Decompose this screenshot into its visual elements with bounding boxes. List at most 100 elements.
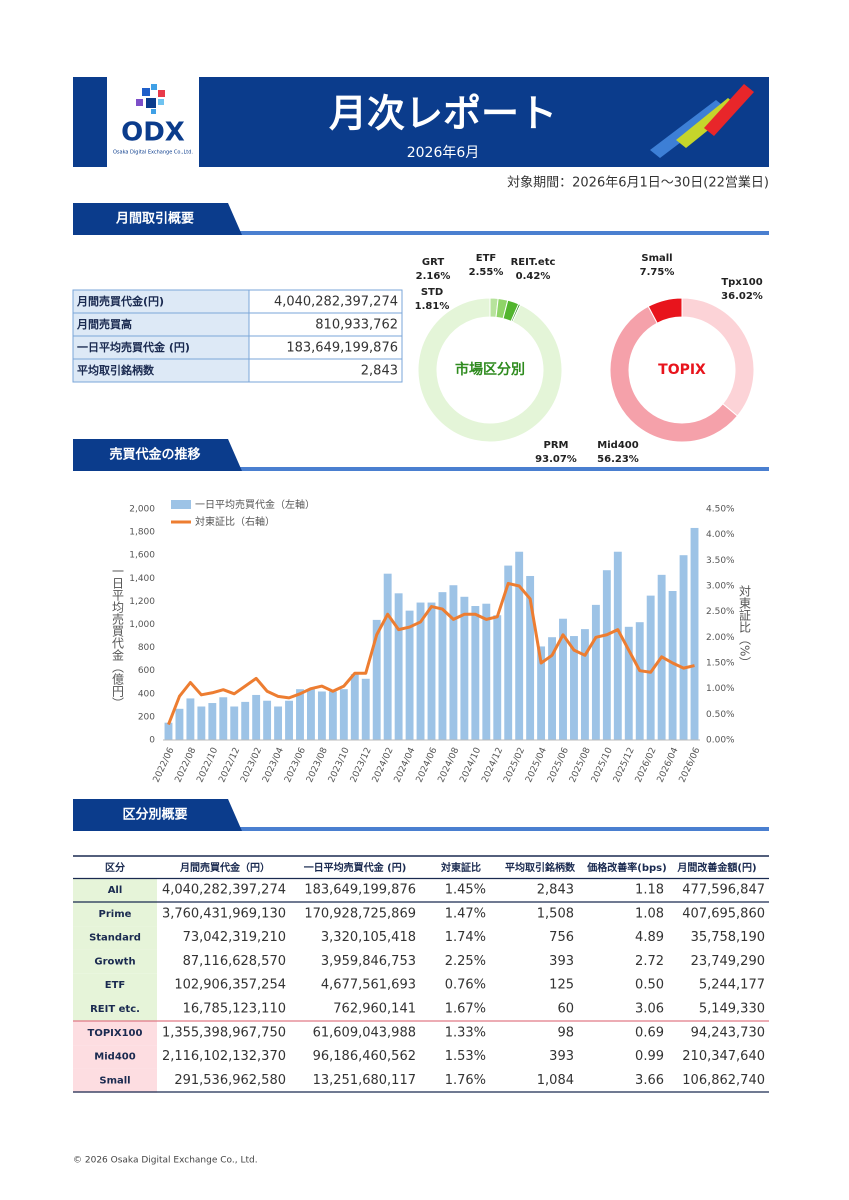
summary-label: 一日平均売買代金 (円): [77, 340, 190, 354]
table-cell: 2.25%: [445, 954, 486, 969]
pie-label-value: 36.02%: [721, 291, 763, 302]
x-tick-label: 2022/12: [217, 746, 242, 784]
table-cell: 1.76%: [445, 1073, 486, 1088]
y2-tick-label: 4.50%: [706, 505, 735, 515]
bar: [296, 689, 304, 740]
table-cell: 1.33%: [445, 1025, 486, 1040]
bar: [197, 706, 206, 740]
logo-pixels: [136, 84, 165, 114]
y-axis-title: 一日平均売買代金（億円）: [111, 565, 125, 709]
y2-axis-title: 対東証比（%）: [738, 585, 752, 669]
table-cell: 3.06: [635, 1002, 664, 1017]
bar: [504, 565, 513, 740]
pie-label-name: Mid400: [597, 440, 638, 451]
y2-tick-label: 3.50%: [706, 556, 735, 566]
bar: [537, 646, 546, 740]
table-header: 価格改善率(bps): [586, 861, 666, 874]
pie-label-name: Tpx100: [721, 277, 762, 288]
x-tick-label: 2022/06: [152, 746, 177, 784]
pie-label-value: 2.16%: [416, 271, 451, 282]
bar: [241, 701, 250, 740]
bar: [679, 555, 688, 740]
footer: © 2026 Osaka Digital Exchange Co., Ltd.: [73, 1156, 258, 1166]
x-tick-label: 2023/12: [349, 746, 374, 784]
bar: [570, 636, 578, 740]
y2-tick-label: 2.00%: [706, 633, 735, 643]
table-cell: 3.66: [635, 1073, 664, 1088]
table-cell: 4.89: [635, 930, 664, 945]
bar: [493, 615, 502, 740]
table-cell: 3,959,846,753: [321, 954, 416, 969]
table-cell: Mid400: [94, 1052, 135, 1063]
legend-label: 対東証比（右軸）: [195, 515, 275, 528]
section-title: 売買代金の推移: [109, 447, 200, 463]
pie-title: 市場区分別: [455, 361, 525, 378]
table-cell: 407,695,860: [682, 906, 765, 921]
table-cell: Prime: [99, 909, 132, 920]
table-cell: 762,960,141: [333, 1002, 416, 1017]
bar: [471, 606, 480, 740]
bar: [613, 551, 622, 740]
y-tick-label: 400: [138, 689, 155, 699]
table-cell: REIT etc.: [90, 1004, 140, 1015]
y-tick-label: 1,600: [129, 551, 155, 561]
row-label-cell: [73, 949, 157, 974]
table-cell: 73,042,319,210: [183, 930, 286, 945]
pie-label-name: PRM: [544, 440, 569, 451]
logo-sub: Osaka Digital Exchange Co.,Ltd.: [113, 150, 193, 156]
pie-label-name: STD: [421, 287, 443, 298]
bar: [635, 622, 644, 740]
summary-value: 810,933,762: [315, 318, 398, 333]
row-label-cell: [73, 1021, 157, 1046]
table-cell: 4,040,282,397,274: [162, 883, 286, 898]
table-cell: 393: [549, 1049, 574, 1064]
x-tick-label: 2022/08: [174, 746, 199, 784]
x-tick-label: 2025/06: [546, 746, 571, 784]
table-cell: 0.50: [635, 978, 664, 993]
bar: [646, 595, 655, 740]
table-cell: 102,906,357,254: [174, 978, 286, 993]
table-cell: 60: [557, 1002, 574, 1017]
table-cell: 3,320,105,418: [321, 930, 416, 945]
bar: [668, 591, 677, 740]
table-cell: 125: [549, 978, 574, 993]
table-cell: 2.72: [635, 954, 664, 969]
table-cell: 1,084: [537, 1073, 574, 1088]
stripes: [650, 84, 754, 158]
bar: [252, 694, 261, 740]
table-cell: 170,928,725,869: [304, 906, 416, 921]
pie-label-name: ETF: [476, 253, 496, 264]
x-tick-label: 2023/06: [283, 746, 308, 784]
table-cell: 87,116,628,570: [183, 954, 286, 969]
pie-label-value: 1.81%: [415, 301, 450, 312]
y-tick-label: 200: [138, 712, 155, 722]
table-cell: 291,536,962,580: [174, 1073, 286, 1088]
table-cell: 2,843: [537, 883, 574, 898]
bar: [274, 706, 283, 740]
table-cell: 2,116,102,132,370: [162, 1049, 286, 1064]
section-line: [73, 827, 769, 831]
table-cell: 0.69: [635, 1025, 664, 1040]
table-cell: Standard: [89, 933, 141, 944]
table-cell: 13,251,680,117: [313, 1073, 416, 1088]
x-tick-label: 2024/10: [458, 746, 483, 784]
subtitle: 2026年6月: [407, 145, 480, 161]
y-tick-label: 800: [138, 643, 155, 653]
bar: [602, 570, 611, 740]
logo: ODX: [121, 118, 185, 148]
bar: [591, 604, 600, 740]
table-header: 区分: [105, 861, 125, 874]
x-tick-label: 2025/04: [524, 746, 549, 784]
section-tab: [73, 203, 242, 235]
bar: [482, 603, 491, 740]
bar: [307, 689, 315, 740]
table-cell: 1.67%: [445, 1002, 486, 1017]
bar: [624, 626, 633, 740]
donut-segment: [417, 297, 563, 443]
summary-value: 4,040,282,397,274: [274, 295, 398, 310]
bar: [526, 575, 535, 740]
x-tick-label: 2024/02: [371, 746, 396, 784]
pie-label-value: 2.55%: [469, 267, 504, 278]
pie-label-value: 93.07%: [535, 454, 577, 465]
